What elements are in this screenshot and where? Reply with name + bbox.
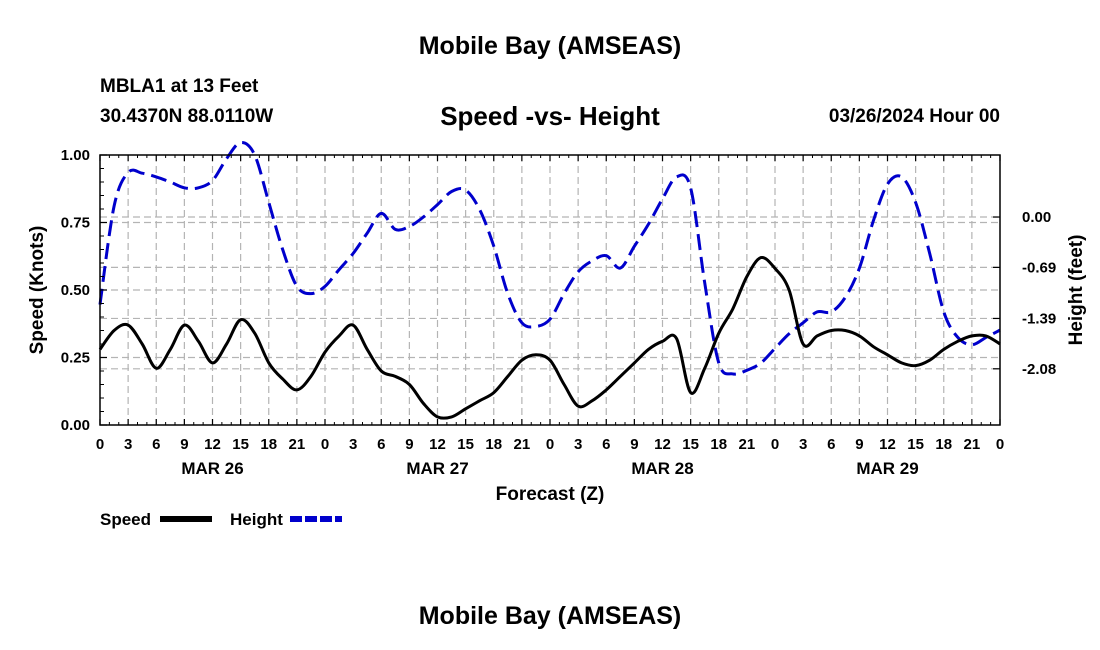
x-tick-label: 6 (152, 436, 160, 453)
y-axis-label: Speed (Knots) (27, 226, 48, 355)
station-coordinates: 30.4370N 88.0110W (100, 106, 274, 127)
x-tick-label: 0 (996, 436, 1004, 453)
x-tick-label: 12 (429, 436, 446, 453)
station-name: MBLA1 at 13 Feet (100, 76, 259, 97)
y2-tick-label: -1.39 (1022, 310, 1056, 327)
y2-tick-label: -2.08 (1022, 361, 1056, 378)
x-tick-label: 6 (377, 436, 385, 453)
chart-title: Speed -vs- Height (440, 101, 660, 131)
legend-label-height: Height (230, 510, 283, 529)
series-speed-line (98, 255, 1001, 420)
y-tick-label: 0.25 (61, 350, 90, 367)
date-label: MAR 26 (181, 459, 243, 478)
x-tick-label: 21 (289, 436, 306, 453)
x-tick-label: 9 (405, 436, 413, 453)
x-tick-label: 12 (879, 436, 896, 453)
y2-tick-label: 0.00 (1022, 209, 1051, 226)
y-tick-label: 0.50 (61, 282, 90, 299)
x-tick-label: 9 (630, 436, 638, 453)
main-title: Mobile Bay (AMSEAS) (418, 32, 682, 60)
forecast-time: 03/26/2024 Hour 00 (828, 106, 1000, 127)
y2-axis-label: Height (feet) (1066, 235, 1087, 346)
x-tick-label: 21 (739, 436, 756, 453)
x-tick-label: 18 (710, 436, 727, 453)
x-tick-label: 15 (457, 436, 474, 453)
y-tick-label: 1.00 (61, 147, 90, 164)
y2-tick-label: -0.69 (1022, 259, 1056, 276)
x-tick-label: 6 (827, 436, 835, 453)
grid-layer (100, 155, 1000, 425)
x-tick-label: 15 (682, 436, 699, 453)
date-label: MAR 29 (856, 459, 918, 478)
date-label: MAR 27 (406, 459, 468, 478)
axis-layer: 0 3 6 9 12 15 18 21 0 3 6 9 12 15 18 21 0 3 6 9 12 15 18 21 0 3 6 9… (61, 147, 1056, 478)
legend-label-speed: Speed (100, 510, 151, 529)
x-tick-label: 6 (602, 436, 610, 453)
x-tick-label: 12 (204, 436, 221, 453)
series-layer (98, 141, 1001, 420)
series-height-line (98, 141, 1001, 376)
y-tick-label: 0.75 (61, 215, 90, 232)
x-tick-label: 3 (574, 436, 582, 453)
x-tick-label: 18 (485, 436, 502, 453)
x-tick-label: 21 (514, 436, 531, 453)
x-tick-label: 9 (180, 436, 188, 453)
legend: Speed Height (100, 510, 342, 529)
x-tick-label: 3 (799, 436, 807, 453)
x-tick-label: 21 (964, 436, 981, 453)
x-tick-label: 12 (654, 436, 671, 453)
x-tick-label: 18 (935, 436, 952, 453)
x-axis-label: Forecast (Z) (496, 484, 605, 505)
x-tick-label: 15 (907, 436, 924, 453)
bottom-title: Mobile Bay (AMSEAS) (418, 602, 682, 630)
x-tick-label: 3 (349, 436, 357, 453)
x-tick-label: 3 (124, 436, 132, 453)
y-tick-label: 0.00 (61, 417, 90, 434)
x-tick-label: 0 (321, 436, 329, 453)
date-label: MAR 28 (631, 459, 693, 478)
x-tick-label: 15 (232, 436, 249, 453)
x-tick-label: 0 (546, 436, 554, 453)
x-tick-label: 9 (855, 436, 863, 453)
x-tick-label: 18 (260, 436, 277, 453)
x-tick-label: 0 (771, 436, 779, 453)
x-tick-label: 0 (96, 436, 104, 453)
